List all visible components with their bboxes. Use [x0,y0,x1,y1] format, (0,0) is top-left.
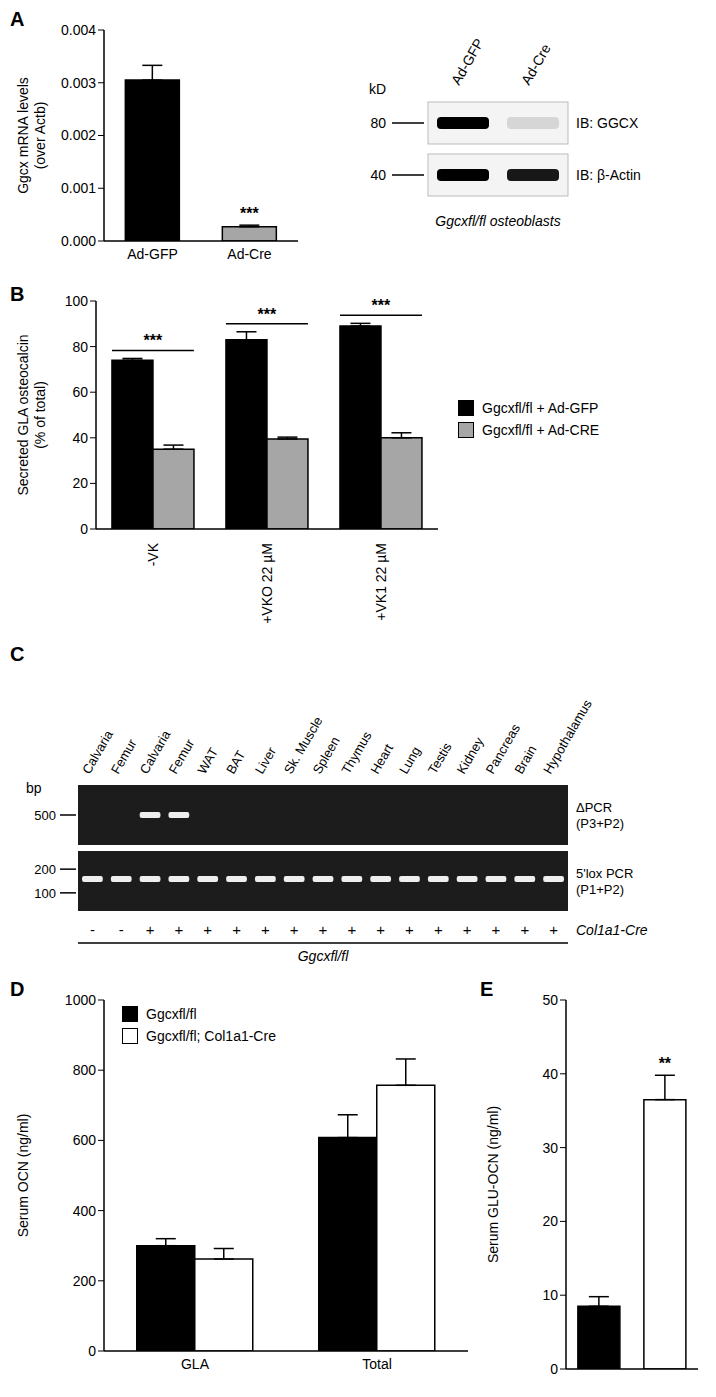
svg-text:Hypothalamus: Hypothalamus [540,697,595,777]
svg-text:+: + [549,921,558,938]
svg-text:Calvaria: Calvaria [136,727,174,777]
svg-text:***: *** [258,306,277,323]
svg-text:Serum GLU-OCN (ng/ml): Serum GLU-OCN (ng/ml) [485,1106,501,1263]
svg-text:Testis: Testis [425,740,455,777]
svg-text:40: 40 [72,430,88,446]
svg-text:+: + [405,921,414,938]
svg-text:GLA: GLA [181,1356,210,1372]
svg-text:Spleen: Spleen [310,734,343,777]
svg-text:60: 60 [72,384,88,400]
svg-text:100: 100 [65,293,89,309]
svg-text:20: 20 [542,1213,558,1229]
svg-text:40: 40 [542,1066,558,1082]
svg-text:600: 600 [73,1132,97,1148]
svg-text:Ggcx mRNA levels(over Actb): Ggcx mRNA levels(over Actb) [15,77,48,194]
svg-text:+: + [174,921,183,938]
svg-text:+: + [492,921,501,938]
svg-text:200: 200 [34,862,56,877]
svg-text:C: C [10,643,24,665]
html-text:Ggcxfl/fl + Ad-CRE: Ggcxfl/fl + Ad-CRE [482,422,600,439]
html-text:D: D [10,978,25,1000]
svg-text:800: 800 [73,1062,97,1078]
svg-text:+: + [347,921,356,938]
svg-text:Ad-Cre: Ad-Cre [518,41,554,88]
html-text:Ggcxfl/fl + Ad-GFP: Ggcxfl/fl + Ad-GFP [482,400,599,417]
svg-text:Thymus: Thymus [338,729,375,777]
svg-text:0.000: 0.000 [61,233,96,249]
svg-text:0.002: 0.002 [61,127,96,143]
svg-text:Liver: Liver [252,744,279,776]
svg-text:400: 400 [73,1203,97,1219]
svg-text:ΔPCR(P3+P2): ΔPCR(P3+P2) [576,800,624,831]
svg-text:0: 0 [550,1361,558,1377]
svg-text:+: + [434,921,443,938]
svg-text:50: 50 [542,992,558,1008]
svg-text:80: 80 [72,339,88,355]
svg-text:100: 100 [34,886,56,901]
svg-text:Ad-GFP: Ad-GFP [127,246,178,262]
svg-text:Femur: Femur [108,736,140,777]
svg-text:Ggcxfl/fl osteoblasts: Ggcxfl/fl osteoblasts [435,213,560,229]
html-text:Ggcxfl/fl: Ggcxfl/fl [146,1006,197,1022]
svg-text:Ad-Cre: Ad-Cre [227,246,272,262]
html-text:E: E [480,978,494,1000]
svg-text:Pancreas: Pancreas [482,721,523,777]
svg-text:bp: bp [26,780,42,796]
svg-text:-: - [90,921,95,938]
svg-text:IB: β-Actin: IB: β-Actin [576,167,641,183]
svg-text:Col1a1-Cre: Col1a1-Cre [576,922,648,938]
svg-text:5'lox PCR(P1+P2): 5'lox PCR(P1+P2) [576,866,633,897]
svg-text:kD: kD [369,81,386,97]
svg-text:+: + [203,921,212,938]
svg-text:Ad-GFP: Ad-GFP [448,36,487,88]
svg-text:**: ** [659,1055,672,1072]
svg-text:0.004: 0.004 [61,22,96,38]
svg-text:-: - [119,921,124,938]
svg-text:+: + [146,921,155,938]
svg-text:IB: GGCX: IB: GGCX [576,115,639,131]
svg-text:+: + [290,921,299,938]
svg-text:BAT: BAT [223,748,248,777]
svg-text:Calvaria: Calvaria [79,727,116,777]
svg-text:Ggcxfl/fl: Ggcxfl/fl [298,948,349,964]
svg-text:-VK: -VK [145,542,161,566]
svg-text:0.001: 0.001 [61,180,96,196]
html-text:Ggcxfl/fl; Col1a1-Cre: Ggcxfl/fl; Col1a1-Cre [146,1028,276,1044]
svg-text:Heart: Heart [367,741,396,776]
svg-text:***: *** [372,297,391,314]
svg-text:+VKO 22 µM: +VKO 22 µM [259,543,275,624]
svg-text:Kidney: Kidney [454,734,487,776]
svg-text:+: + [376,921,385,938]
svg-text:Brain: Brain [511,743,539,777]
svg-text:20: 20 [72,475,88,491]
svg-text:+: + [261,921,270,938]
svg-text:500: 500 [34,808,56,823]
svg-text:200: 200 [73,1273,97,1289]
svg-text:30: 30 [542,1140,558,1156]
svg-text:+: + [463,921,472,938]
svg-text:WAT: WAT [194,745,221,776]
svg-text:+: + [319,921,328,938]
html-text:A: A [10,8,25,30]
svg-text:Secreted GLA osteocalcin(% of: Secreted GLA osteocalcin(% of total) [15,334,48,495]
svg-text:***: *** [144,332,163,349]
svg-text:0.003: 0.003 [61,75,96,91]
svg-text:+VK1 22 µM: +VK1 22 µM [373,543,389,621]
svg-text:0: 0 [88,1343,96,1359]
svg-text:Serum OCN (ng/ml): Serum OCN (ng/ml) [15,1114,31,1238]
svg-text:Lung: Lung [396,744,423,777]
svg-text:+: + [520,921,529,938]
svg-text:Total: Total [362,1356,392,1372]
svg-text:10: 10 [542,1287,558,1303]
svg-text:40: 40 [370,167,386,183]
svg-text:0: 0 [80,521,88,537]
svg-text:+: + [232,921,241,938]
svg-text:80: 80 [370,115,386,131]
svg-text:1000: 1000 [65,992,96,1008]
svg-text:Femur: Femur [165,736,197,777]
svg-text:Sk. Muscle: Sk. Muscle [280,713,326,777]
html-text:B: B [10,283,25,305]
svg-text:***: *** [240,205,259,222]
